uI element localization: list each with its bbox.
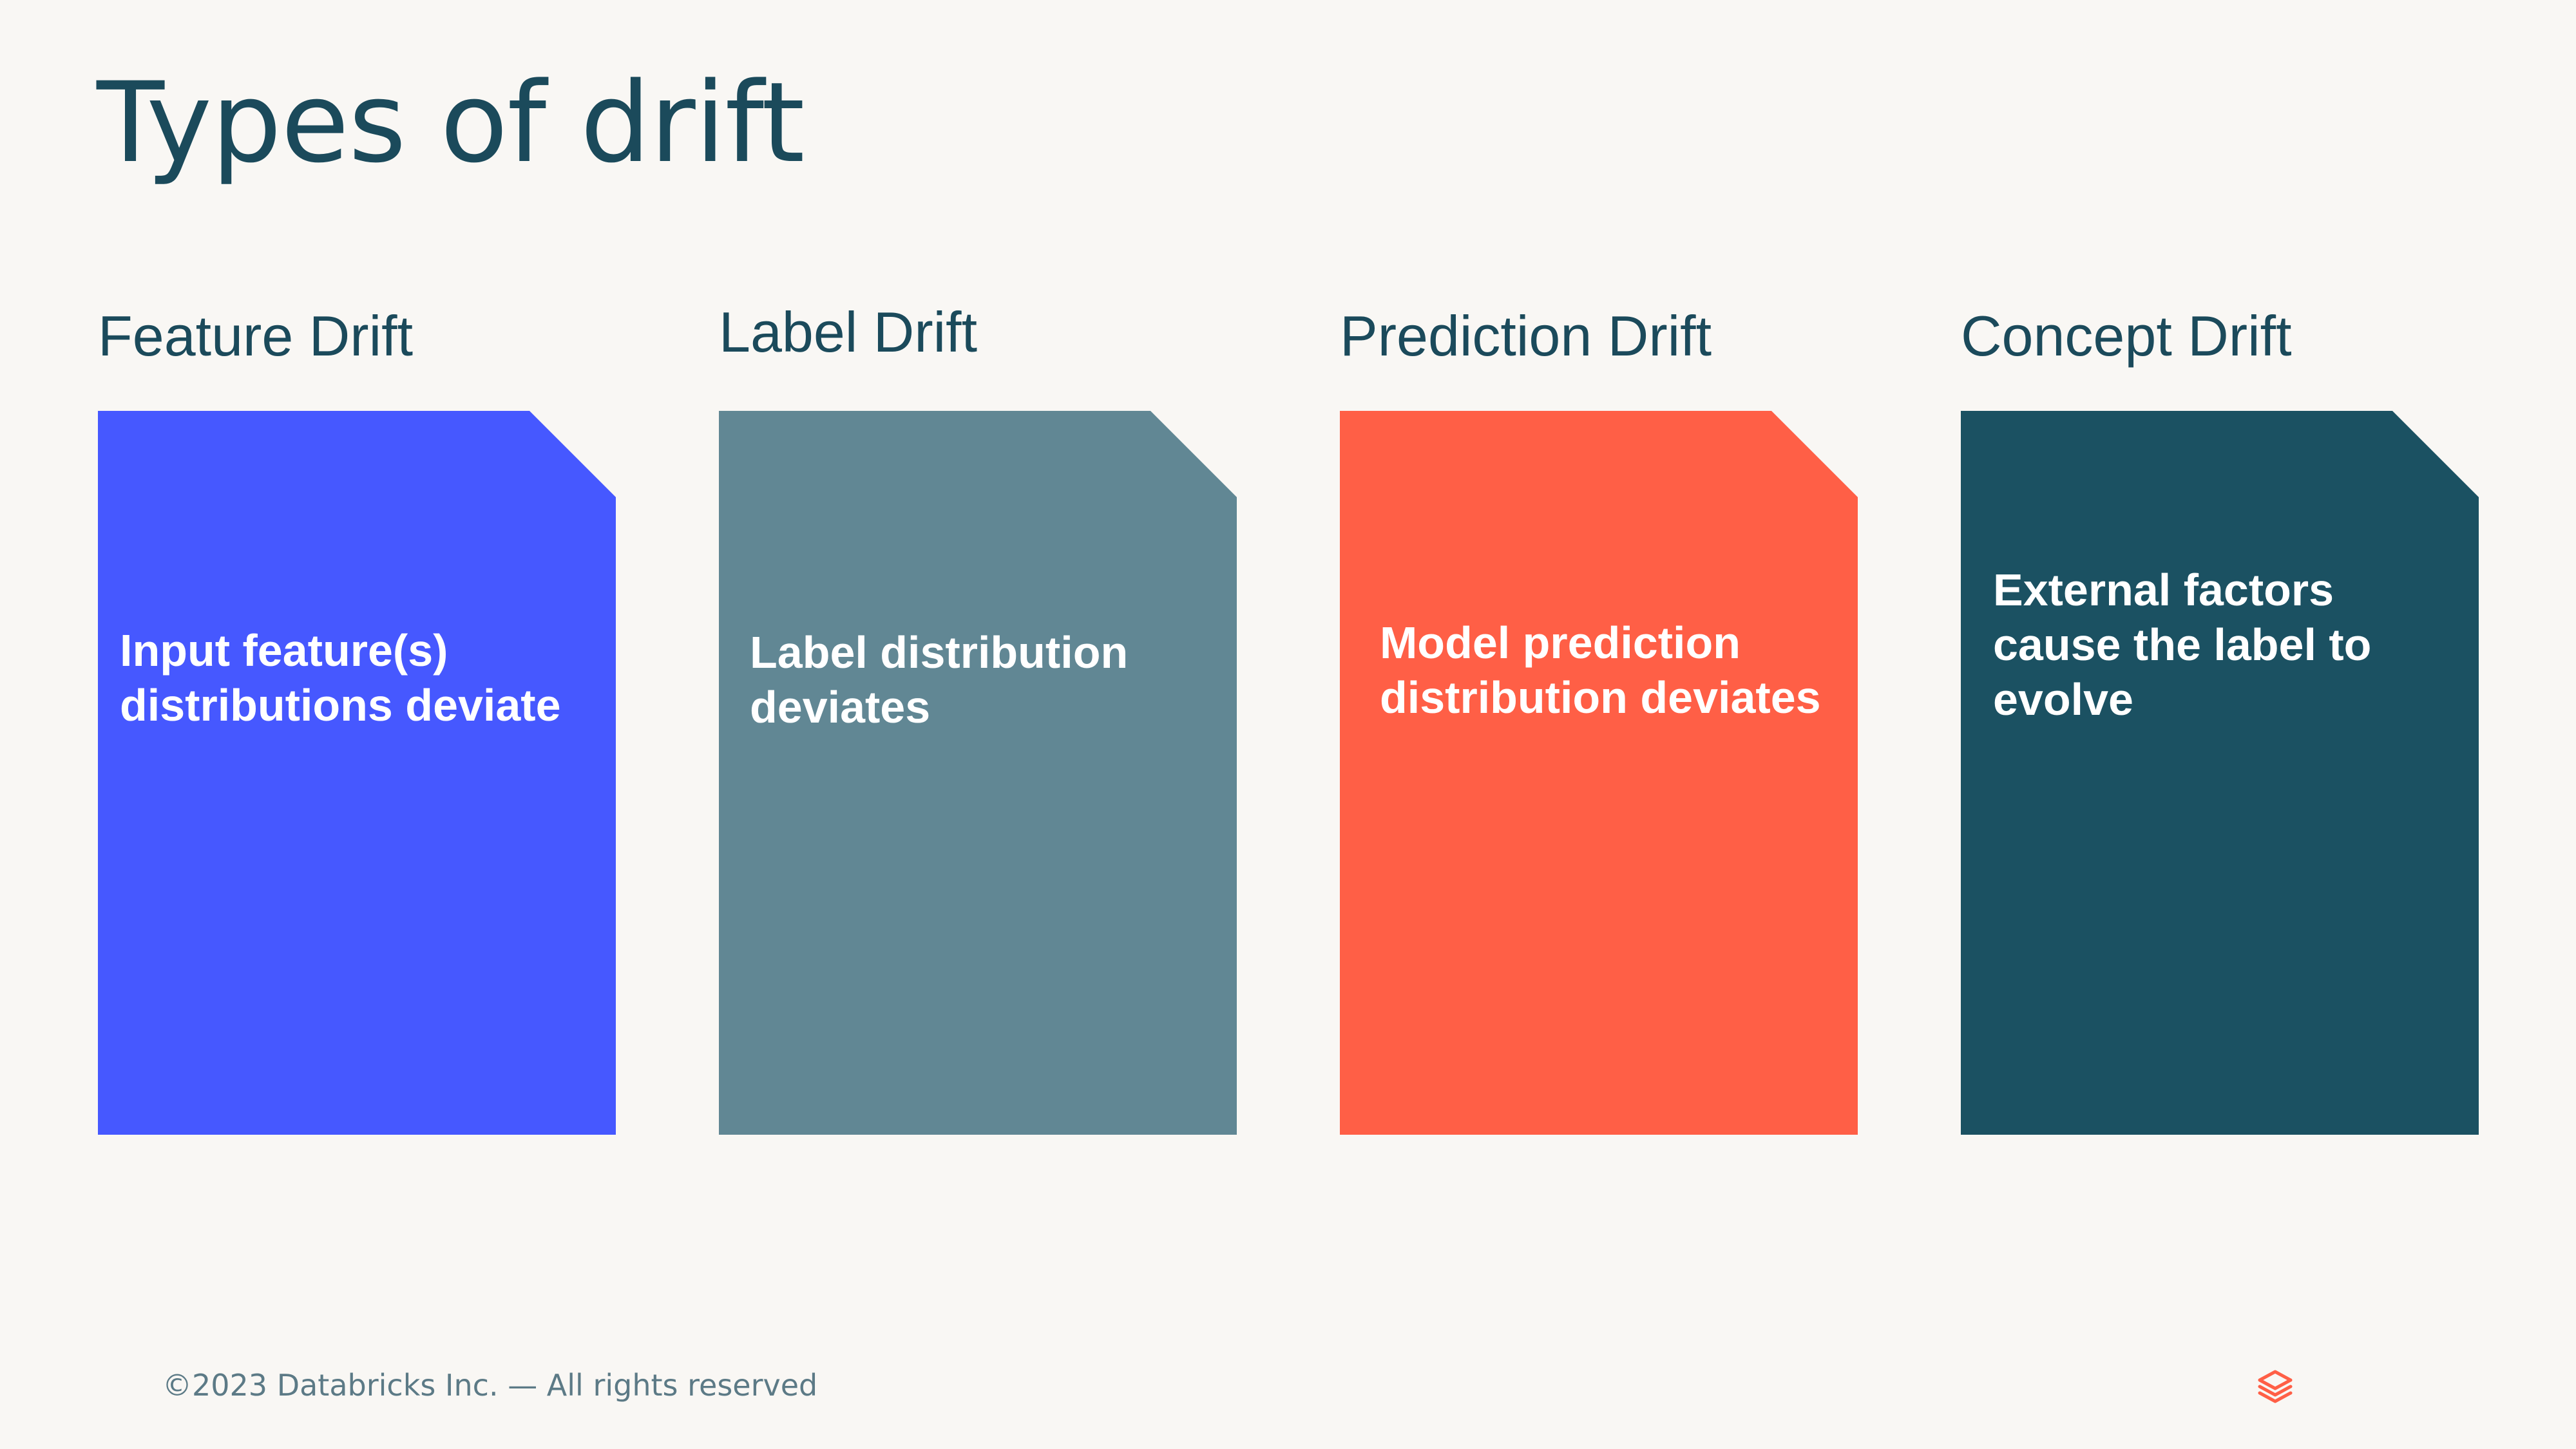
drift-type-description: External factors cause the label to evol… (1993, 565, 2372, 724)
slide-title: Types of drift (97, 58, 805, 187)
drift-type-card: External factors cause the label to evol… (1961, 411, 2479, 1135)
footer-copyright: ©2023 Databricks Inc. — All rights reser… (162, 1368, 818, 1403)
drift-type-description: Label distribution deviates (750, 627, 1129, 732)
drift-type-heading: Prediction Drift (1340, 304, 1712, 368)
drift-type-description: Model prediction distribution deviates (1380, 618, 1821, 723)
drift-type-heading: Feature Drift (98, 304, 414, 368)
databricks-logo-icon (2258, 1370, 2293, 1403)
drift-type-heading: Label Drift (719, 300, 978, 364)
drift-type-card: Input feature(s) distributions deviate (98, 411, 616, 1135)
drift-type-card: Model prediction distribution deviates (1340, 411, 1858, 1135)
drift-type-card: Label distribution deviates (719, 411, 1237, 1135)
drift-type-description: Input feature(s) distributions deviate (120, 625, 561, 730)
drift-type-heading: Concept Drift (1961, 304, 2292, 368)
